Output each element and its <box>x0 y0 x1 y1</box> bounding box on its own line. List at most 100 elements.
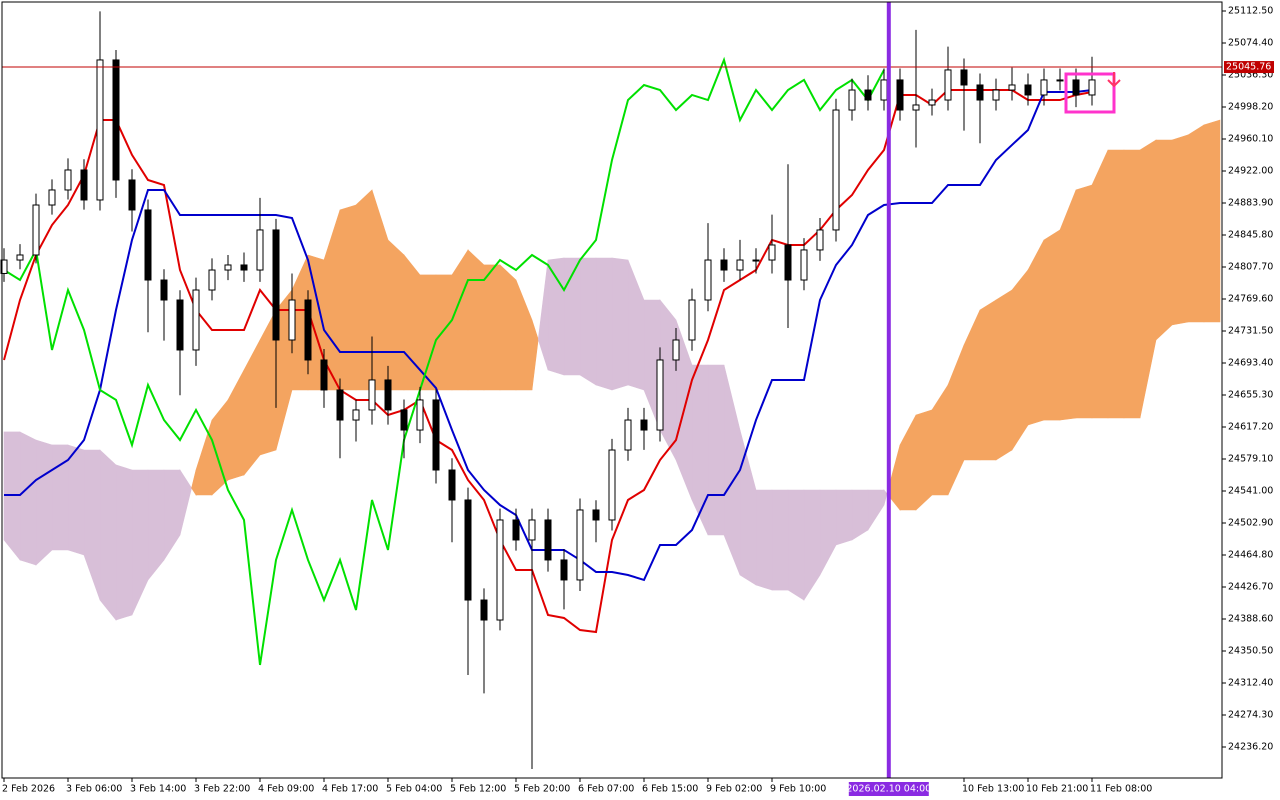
candle-body <box>176 299 184 351</box>
y-tick-label: 24731.50 <box>1228 325 1273 336</box>
price-label-box <box>1224 61 1274 74</box>
candle-body <box>112 59 120 181</box>
y-tick-label: 24883.90 <box>1228 197 1273 208</box>
cloud-segment <box>1155 139 1173 341</box>
cloud-segment <box>99 449 117 621</box>
candle-body <box>224 264 232 271</box>
candle-body <box>704 259 712 301</box>
indicator-line <box>3 56 885 666</box>
cloud-segment <box>915 409 933 511</box>
candle-body <box>928 99 936 106</box>
candle-body <box>432 399 440 471</box>
y-tick-label: 24274.30 <box>1228 710 1273 721</box>
candle-body <box>480 599 488 621</box>
candle-body <box>864 89 872 101</box>
indicator-line <box>3 89 1093 634</box>
y-tick-label: 24464.80 <box>1228 550 1273 561</box>
y-tick-label: 24807.70 <box>1228 261 1273 272</box>
y-tick-label: 24960.10 <box>1228 133 1273 144</box>
candle-body <box>544 519 552 561</box>
cloud-segment <box>771 489 789 591</box>
candle-body <box>880 79 888 101</box>
cloud-segment <box>547 257 565 376</box>
candle-body <box>384 379 392 411</box>
x-tick-label: 10 Feb 21:00 <box>1026 784 1088 795</box>
x-tick-label: 11 Feb 08:00 <box>1090 784 1152 795</box>
cloud-segment <box>883 489 888 506</box>
candle-body <box>400 409 408 431</box>
cloud-segment <box>1075 184 1093 419</box>
candle-body <box>640 419 648 431</box>
y-tick-label: 24655.30 <box>1228 389 1273 400</box>
price-label: 25045.76 <box>1226 62 1271 73</box>
candle-body <box>304 299 312 361</box>
candle-body <box>816 229 824 251</box>
cloud-segment <box>979 299 997 461</box>
cursor-label: 2026.02.10 04:00 <box>846 784 931 795</box>
cloud-segment <box>3 431 21 561</box>
candle-body <box>352 409 360 421</box>
y-tick-label: 24579.10 <box>1228 453 1273 464</box>
cloud-segment <box>755 489 773 591</box>
candle-body <box>288 299 296 341</box>
cloud-segment <box>499 264 517 391</box>
cloud-segment <box>355 189 373 391</box>
x-tick-label: 2 Feb 2026 <box>2 784 55 795</box>
candle-body <box>128 179 136 211</box>
candle-body <box>192 289 200 351</box>
candle-body <box>464 499 472 601</box>
cloud-segment <box>1027 239 1045 426</box>
cloud-segment <box>67 444 85 556</box>
candle-body <box>896 79 904 111</box>
candle-body <box>784 244 792 281</box>
candle-body <box>608 449 616 521</box>
candle-body <box>1072 79 1080 96</box>
candle-body <box>1008 84 1016 91</box>
candle-body <box>448 469 456 501</box>
y-tick-label: 25036.30 <box>1228 69 1273 80</box>
x-tick-label: 6 Feb 07:00 <box>578 784 634 795</box>
y-tick-label: 24541.00 <box>1228 486 1273 497</box>
candle-body <box>736 259 744 271</box>
y-tick-label: 24998.20 <box>1228 101 1273 112</box>
cloud-segment <box>115 464 133 621</box>
y-tick-label: 25074.40 <box>1228 37 1273 48</box>
candle-body <box>592 509 600 521</box>
candle-body <box>80 169 88 201</box>
candle-body <box>720 259 728 271</box>
candle-body <box>32 204 40 256</box>
x-tick-label: 6 Feb 15:00 <box>642 784 698 795</box>
candle-body <box>992 89 1000 101</box>
candle-body <box>160 279 168 301</box>
x-tick-label: 5 Feb 12:00 <box>450 784 506 795</box>
candle-body <box>800 249 808 281</box>
candle-body <box>832 109 840 231</box>
cloud-segment <box>995 289 1013 461</box>
cloud-segment <box>483 264 501 391</box>
axis-layer: 25112.50 25074.40 25036.30 24998.20 24960.10… <box>2 5 1273 794</box>
y-tick-label: 24922.00 <box>1228 165 1273 176</box>
x-tick-label: 4 Feb 17:00 <box>322 784 378 795</box>
x-tick-label: 3 Feb 14:00 <box>130 784 186 795</box>
cursor-label-box <box>848 782 929 796</box>
signal-box <box>1064 72 1116 114</box>
y-tick-label: 24845.80 <box>1228 229 1273 240</box>
x-tick-label: 4 Feb 09:00 <box>258 784 314 795</box>
candle-body <box>624 419 632 451</box>
candle-body <box>0 259 8 274</box>
cloud-segment <box>1107 149 1125 419</box>
candle-body <box>96 59 104 201</box>
candle-body <box>16 254 24 261</box>
y-tick-label: 24502.90 <box>1228 518 1273 529</box>
cloud-segment <box>1123 149 1141 419</box>
plot-frame <box>1 1 1223 779</box>
candle-body <box>64 169 72 191</box>
cloud-segment <box>787 489 805 601</box>
cloud-segment <box>1091 149 1109 419</box>
candle-body <box>912 104 920 111</box>
cloud-segment <box>451 249 469 391</box>
x-tick-label: 3 Feb 22:00 <box>194 784 250 795</box>
candle-body <box>944 69 952 101</box>
y-tick-label: 25112.50 <box>1228 5 1273 16</box>
